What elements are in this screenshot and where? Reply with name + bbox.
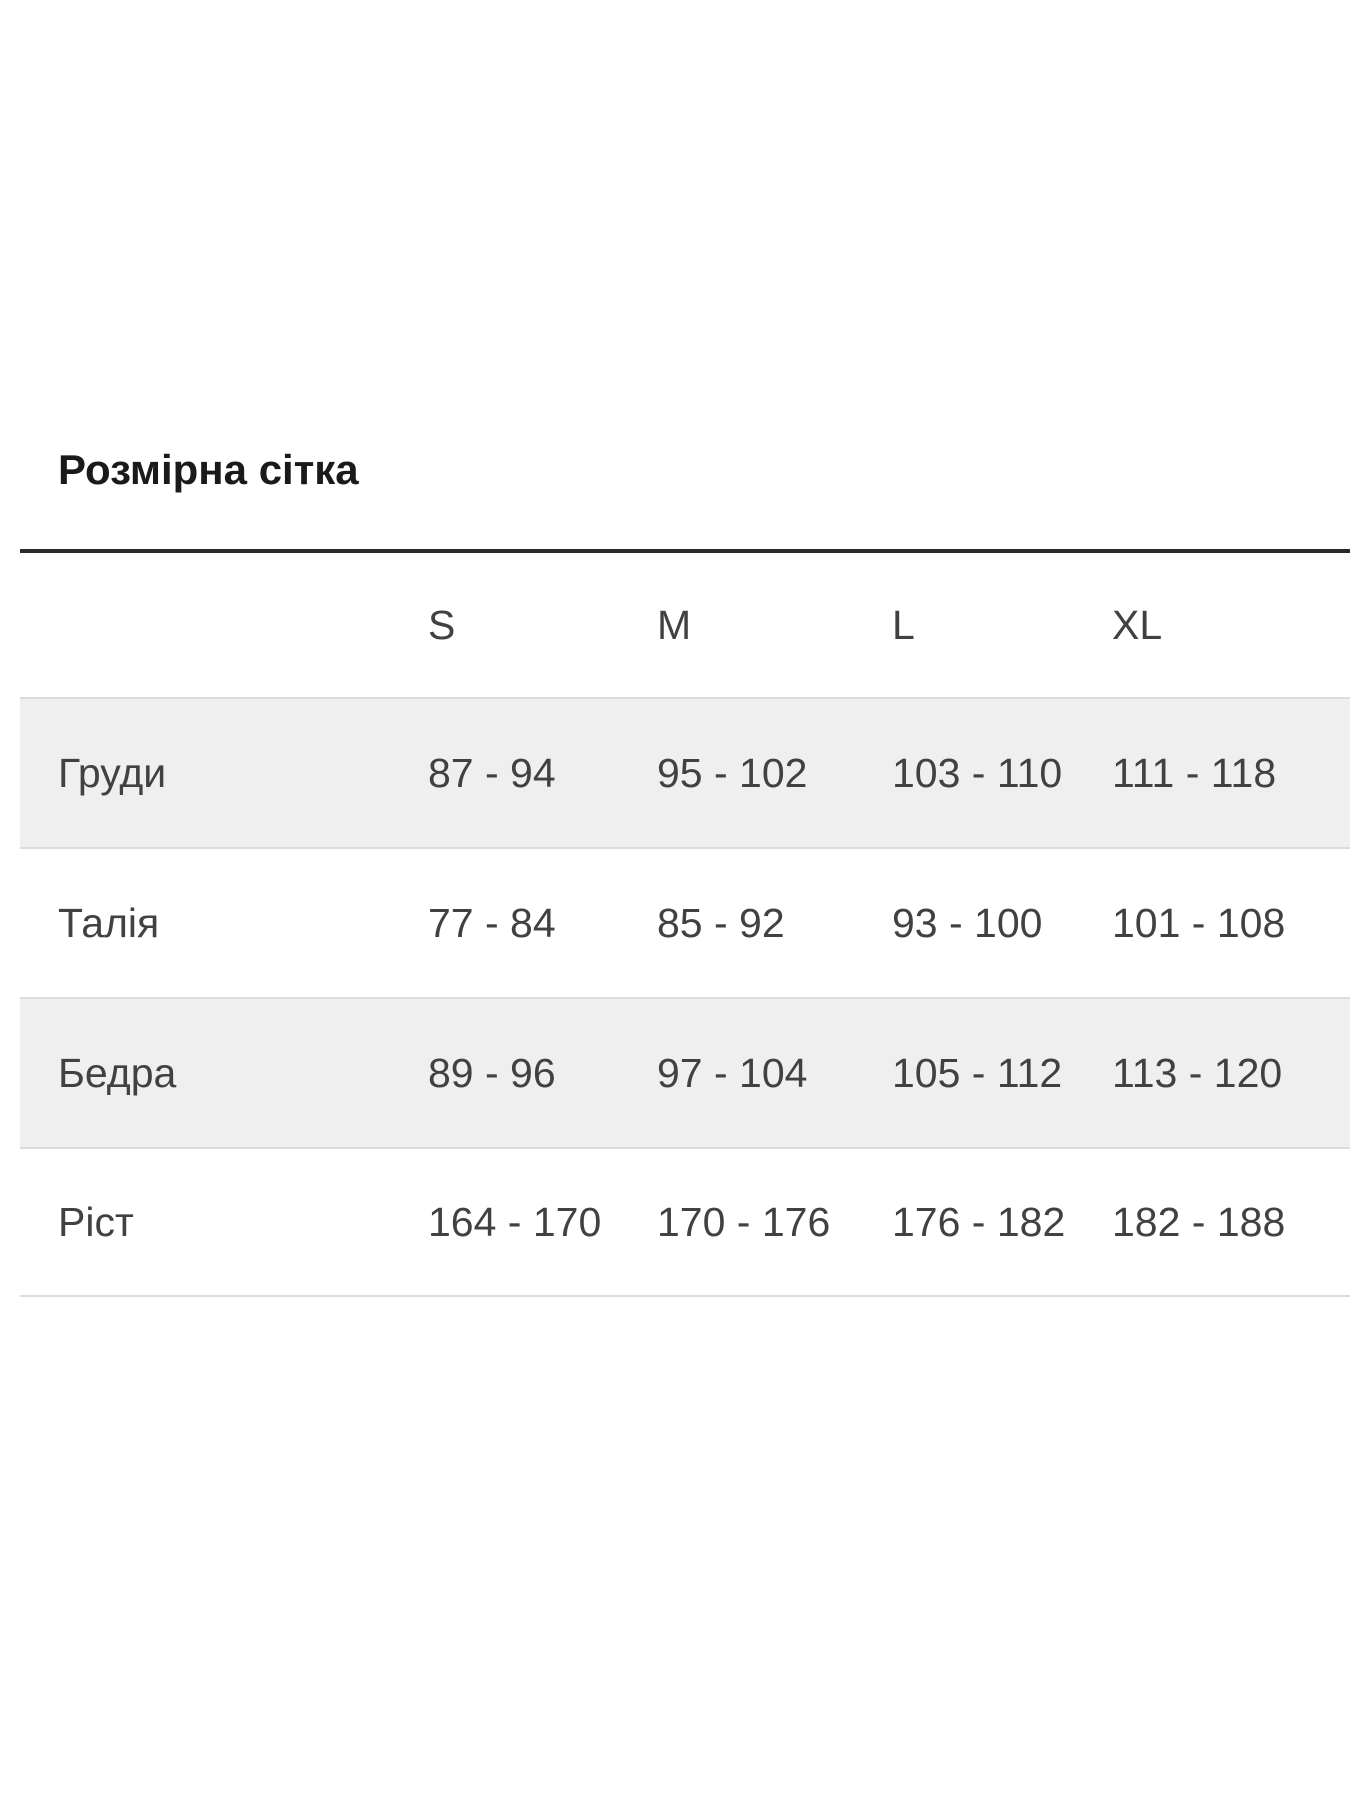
table-row-waist: Талія 77 - 84 85 - 92 93 - 100 101 - 108 <box>20 847 1350 997</box>
table-header-row: S M L XL <box>20 553 1350 697</box>
size-table: S M L XL Груди 87 - 94 95 - 102 103 - 11… <box>20 549 1350 1297</box>
size-cell: 97 - 104 <box>657 1049 808 1096</box>
table-row-chest: Груди 87 - 94 95 - 102 103 - 110 111 - 1… <box>20 697 1350 847</box>
row-label: Груди <box>58 749 167 796</box>
size-cell: 101 - 108 <box>1112 899 1286 946</box>
size-cell: 93 - 100 <box>892 899 1043 946</box>
page-title: Розмірна сітка <box>58 446 359 493</box>
table-row-height: Ріст 164 - 170 170 - 176 176 - 182 182 -… <box>20 1147 1350 1297</box>
row-label: Талія <box>58 899 160 946</box>
size-cell: 95 - 102 <box>657 749 808 796</box>
column-header-s: S <box>428 601 456 648</box>
column-header-m: M <box>657 601 692 648</box>
table-row-hips: Бедра 89 - 96 97 - 104 105 - 112 113 - 1… <box>20 997 1350 1147</box>
row-label: Ріст <box>58 1198 134 1245</box>
size-cell: 164 - 170 <box>428 1198 602 1245</box>
size-cell: 89 - 96 <box>428 1049 556 1096</box>
row-label: Бедра <box>58 1049 177 1096</box>
column-header-xl: XL <box>1112 601 1163 648</box>
size-cell: 77 - 84 <box>428 899 556 946</box>
size-cell: 111 - 118 <box>1112 749 1277 796</box>
size-cell: 113 - 120 <box>1112 1049 1283 1096</box>
size-cell: 105 - 112 <box>892 1049 1063 1096</box>
column-header-l: L <box>892 601 915 648</box>
size-cell: 87 - 94 <box>428 749 556 796</box>
size-cell: 103 - 110 <box>892 749 1063 796</box>
size-cell: 85 - 92 <box>657 899 785 946</box>
size-cell: 182 - 188 <box>1112 1198 1286 1245</box>
size-cell: 176 - 182 <box>892 1198 1066 1245</box>
table-top-rule <box>20 549 1350 553</box>
size-cell: 170 - 176 <box>657 1198 831 1245</box>
